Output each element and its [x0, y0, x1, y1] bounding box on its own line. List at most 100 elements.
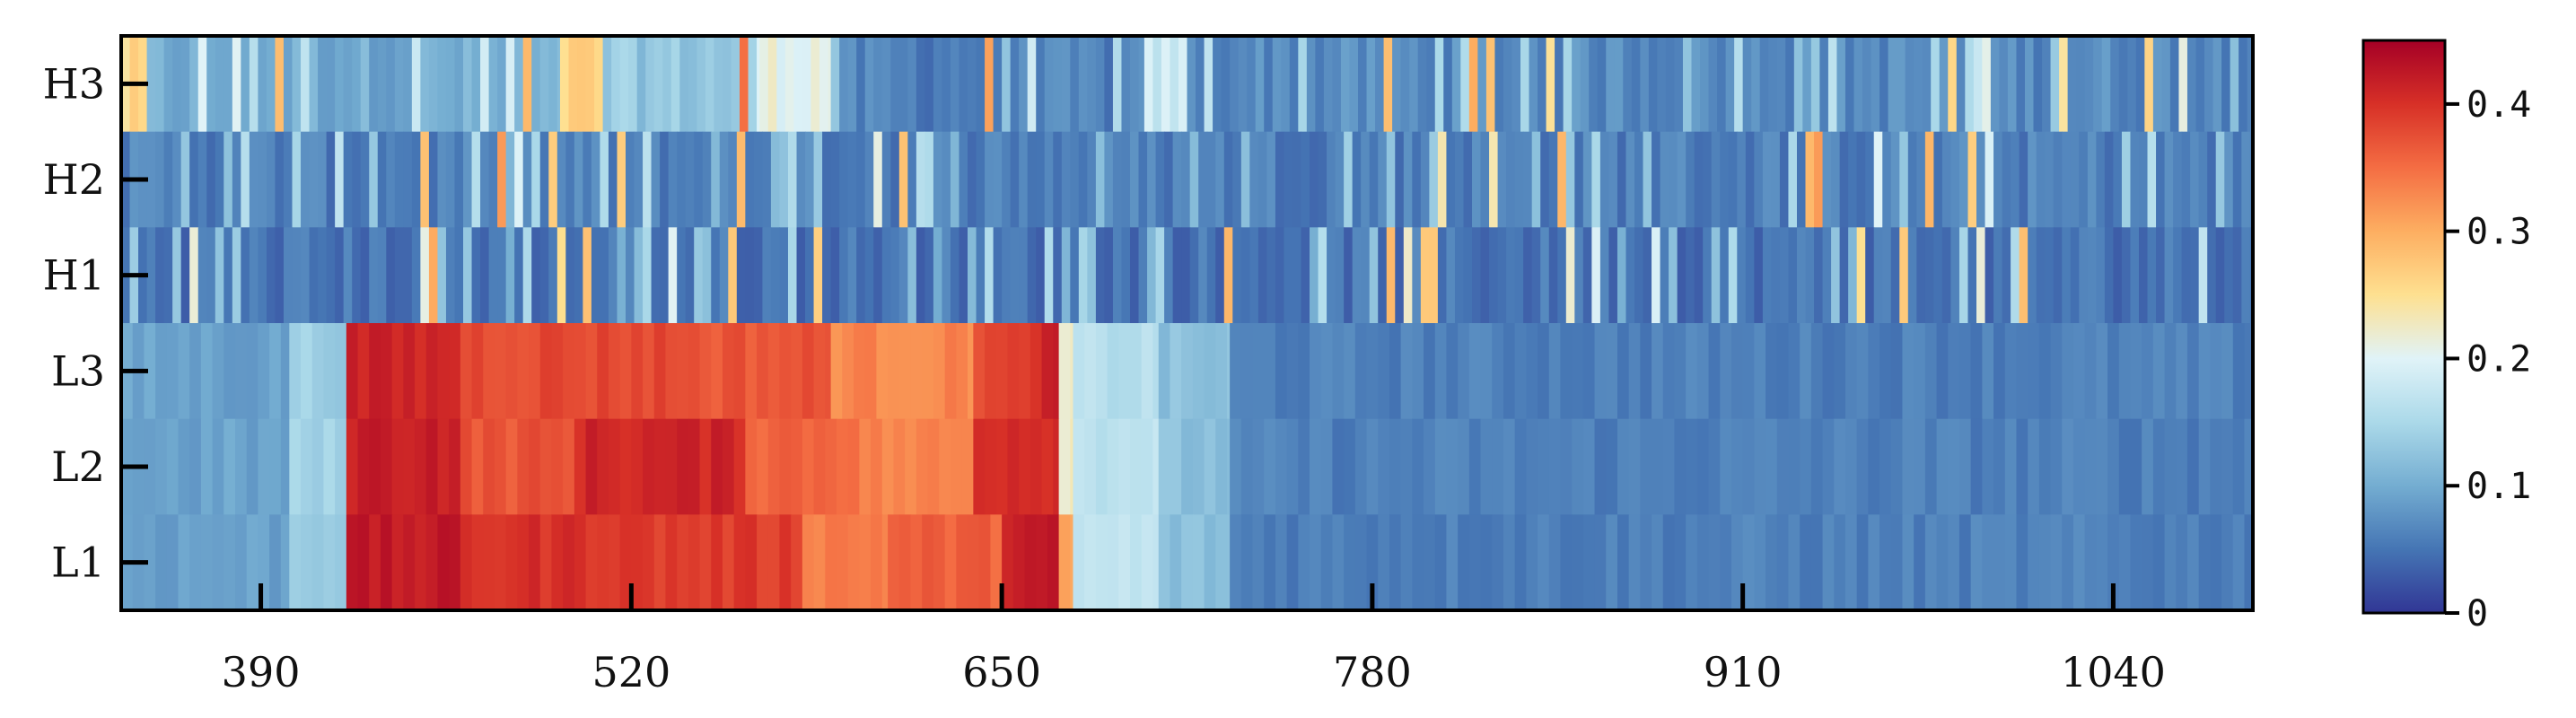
heatmap-cell-l3	[854, 323, 866, 420]
heatmap-cell-l1	[1275, 514, 1288, 611]
heatmap-cell-h2	[377, 131, 387, 228]
heatmap-cell-l2	[346, 418, 359, 515]
heatmap-cell-l3	[1686, 323, 1698, 420]
heatmap-cell-h1	[1480, 227, 1490, 324]
heatmap-cell-h3	[1546, 36, 1555, 133]
heatmap-cell-h2	[1950, 131, 1960, 228]
heatmap-cell-l1	[1458, 514, 1470, 611]
heatmap-cell-h2	[1890, 131, 1900, 228]
heatmap-cell-h2	[1985, 131, 1994, 228]
heatmap-cell-h1	[2011, 227, 2020, 324]
heatmap-cell-h3	[377, 36, 387, 133]
heatmap-cell-h2	[898, 131, 908, 228]
heatmap-cell-h3	[985, 36, 994, 133]
heatmap-cell-h1	[1967, 227, 1977, 324]
heatmap-cell-l1	[585, 514, 598, 611]
heatmap-cell-l2	[178, 418, 190, 515]
heatmap-cell-l3	[1800, 323, 1812, 420]
heatmap-cell-h1	[223, 227, 233, 324]
heatmap-cell-l3	[1526, 323, 1538, 420]
heatmap-cell-h2	[309, 131, 319, 228]
heatmap-cell-h1	[1138, 227, 1148, 324]
heatmap-cell-h2	[1848, 131, 1858, 228]
heatmap-cell-l1	[2096, 514, 2108, 611]
heatmap-cell-h1	[1779, 227, 1790, 324]
heatmap-cell-h3	[1400, 36, 1410, 133]
heatmap-cell-l1	[2050, 514, 2063, 611]
heatmap-cell-l2	[2062, 418, 2074, 515]
heatmap-cell-l3	[1354, 323, 1368, 420]
heatmap-cell-l1	[1378, 514, 1390, 611]
heatmap-cell-h3	[275, 36, 285, 133]
heatmap-cell-h2	[386, 131, 396, 228]
heatmap-cell-h1	[719, 227, 729, 324]
heatmap-cell-h1	[1198, 227, 1208, 324]
heatmap-cell-h1	[1284, 227, 1293, 324]
heatmap-cell-l3	[1640, 323, 1652, 420]
heatmap-cell-h2	[916, 131, 925, 228]
heatmap-cell-h1	[1771, 227, 1781, 324]
heatmap-cell-l3	[1628, 323, 1641, 420]
heatmap-cell-l1	[289, 514, 302, 611]
heatmap-cell-h3	[1443, 36, 1453, 133]
heatmap-cell-l1	[1617, 514, 1630, 611]
heatmap-cell-l1	[1070, 514, 1074, 611]
heatmap-cell-h2	[1762, 131, 1773, 228]
heatmap-cell-h2	[1472, 131, 1482, 228]
heatmap-cell-l1	[1389, 514, 1402, 611]
heatmap-cell-h1	[301, 227, 311, 324]
heatmap-cell-l3	[1708, 323, 1721, 420]
heatmap-cell-l2	[1226, 418, 1231, 515]
heatmap-cell-h3	[2186, 36, 2197, 133]
heatmap-cell-l2	[1822, 418, 1835, 515]
heatmap-cell-h1	[471, 227, 481, 324]
heatmap-cell-h3	[1948, 36, 1958, 133]
heatmap-cell-l2	[403, 418, 416, 515]
heatmap-cell-l2	[2164, 418, 2177, 515]
heatmap-cell-h1	[779, 227, 789, 324]
heatmap-cell-l2	[813, 418, 826, 515]
heatmap-cell-l3	[539, 323, 553, 420]
heatmap-cell-h1	[2198, 227, 2208, 324]
heatmap-cell-l1	[1993, 514, 2006, 611]
heatmap-cell-l3	[2130, 323, 2142, 420]
heatmap-cell-h3	[1010, 36, 1020, 133]
heatmap-cell-h3	[1281, 36, 1291, 133]
heatmap-cell-h1	[1027, 227, 1037, 324]
heatmap-cell-h1	[1506, 227, 1516, 324]
heatmap-cell-h1	[1386, 227, 1396, 324]
heatmap-cell-l3	[767, 323, 781, 420]
heatmap-cell-h1	[275, 227, 285, 324]
heatmap-cell-h3	[2195, 36, 2205, 133]
heatmap-cell-h2	[1403, 131, 1413, 228]
heatmap-cell-h2	[1181, 131, 1191, 228]
heatmap-cell-h3	[1563, 36, 1573, 133]
heatmap-cell-h3	[394, 36, 404, 133]
heatmap-cell-l1	[1970, 514, 1983, 611]
heatmap-cell-h3	[522, 36, 532, 133]
heatmap-cell-h1	[591, 227, 601, 324]
heatmap-cell-l2	[2004, 418, 2018, 515]
heatmap-cell-h3	[2221, 36, 2231, 133]
heatmap-cell-l2	[1834, 418, 1846, 515]
heatmap-cell-l1	[425, 514, 439, 611]
heatmap-cell-h2	[1933, 131, 1943, 228]
heatmap-cell-h1	[643, 227, 653, 324]
heatmap-cell-h2	[2138, 131, 2149, 228]
heatmap-cell-l3	[1868, 323, 1880, 420]
heatmap-cell-h2	[626, 131, 635, 228]
heatmap-cell-l1	[1141, 514, 1153, 611]
heatmap-cell-l3	[1652, 323, 1664, 420]
heatmap-cell-h1	[950, 227, 960, 324]
heatmap-cell-l1	[1320, 514, 1334, 611]
heatmap-cell-l1	[1047, 514, 1060, 611]
heatmap-cell-h1	[241, 227, 250, 324]
heatmap-cell-h2	[770, 131, 781, 228]
heatmap-cell-l1	[722, 514, 735, 611]
heatmap-cell-h1	[1599, 227, 1610, 324]
heatmap-cell-h3	[437, 36, 447, 133]
heatmap-cell-l1	[1720, 514, 1732, 611]
heatmap-cell-h2	[762, 131, 772, 228]
heatmap-cell-l3	[944, 323, 957, 420]
heatmap-cell-h1	[856, 227, 866, 324]
